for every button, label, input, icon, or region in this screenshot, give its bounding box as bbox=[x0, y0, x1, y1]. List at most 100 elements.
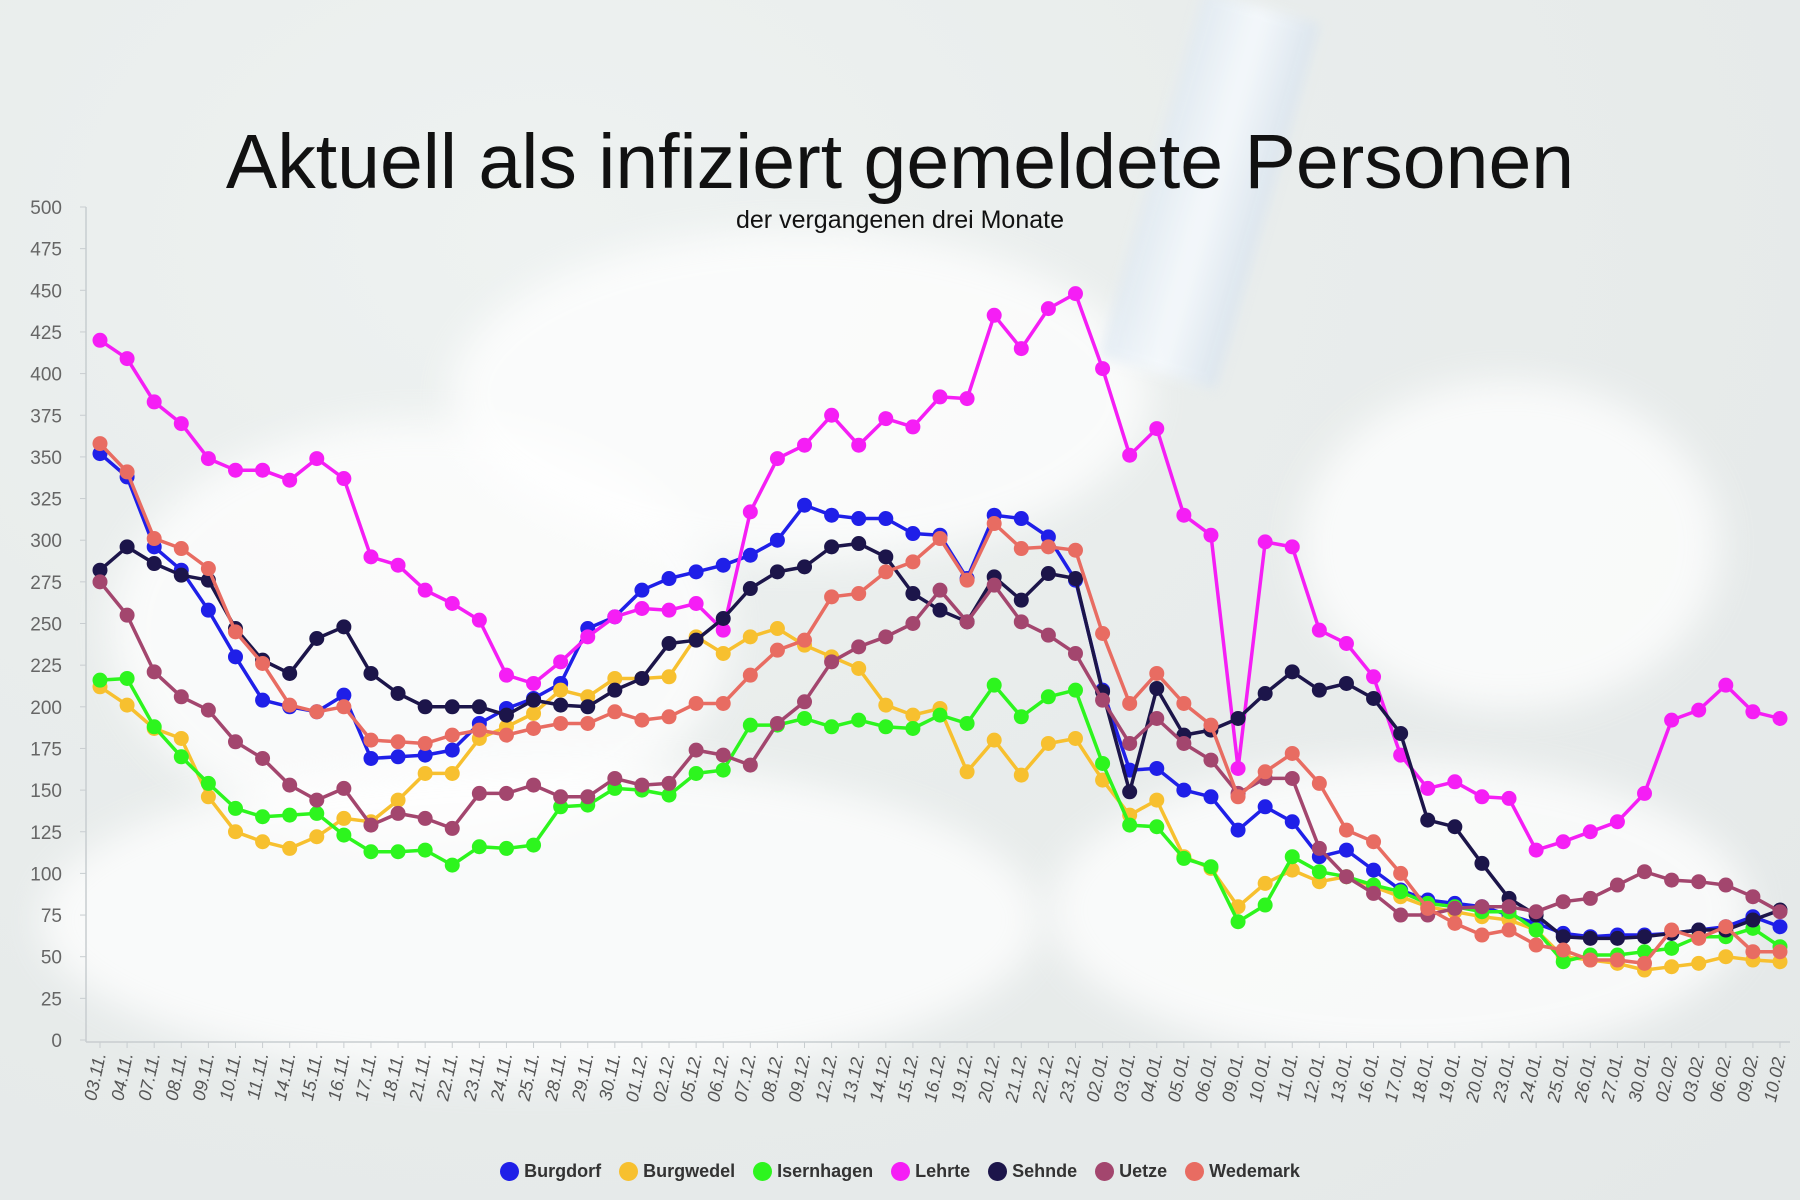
data-point bbox=[200, 602, 216, 618]
data-point bbox=[580, 715, 596, 731]
data-point bbox=[200, 775, 216, 791]
data-point bbox=[282, 697, 298, 713]
data-point bbox=[742, 629, 758, 645]
data-point bbox=[92, 574, 108, 590]
data-point bbox=[255, 692, 271, 708]
data-point bbox=[1095, 772, 1111, 788]
data-point bbox=[282, 807, 298, 823]
legend-marker bbox=[619, 1162, 639, 1181]
legend-label: Wedemark bbox=[1209, 1161, 1300, 1181]
data-point bbox=[634, 712, 650, 728]
data-point bbox=[959, 764, 975, 780]
data-point bbox=[498, 840, 514, 856]
data-point bbox=[1555, 929, 1571, 945]
x-tick-label: 10.02. bbox=[1760, 1051, 1790, 1104]
legend-item-uetze: Uetze bbox=[1095, 1161, 1167, 1182]
data-point bbox=[200, 789, 216, 805]
data-point bbox=[878, 697, 894, 713]
data-point bbox=[932, 389, 948, 405]
data-point bbox=[1366, 885, 1382, 901]
data-point bbox=[1338, 869, 1354, 885]
data-point bbox=[1637, 929, 1653, 945]
x-tick-label: 03.01. bbox=[1110, 1051, 1140, 1104]
x-tick-label: 30.01. bbox=[1624, 1051, 1654, 1104]
data-point bbox=[417, 699, 433, 715]
data-point bbox=[797, 559, 813, 575]
data-point bbox=[1311, 622, 1327, 638]
data-point bbox=[1067, 682, 1083, 698]
legend-item-lehrte: Lehrte bbox=[891, 1161, 970, 1182]
data-point bbox=[1691, 702, 1707, 718]
data-point bbox=[1718, 877, 1734, 893]
data-point bbox=[824, 719, 840, 735]
x-tick-label: 03.02. bbox=[1679, 1051, 1709, 1104]
data-point bbox=[1528, 904, 1544, 920]
data-point bbox=[173, 730, 189, 746]
y-tick-label: 75 bbox=[41, 906, 62, 927]
data-point bbox=[363, 817, 379, 833]
data-point bbox=[282, 777, 298, 793]
x-tick-label: 08.11. bbox=[162, 1051, 192, 1103]
data-point bbox=[1420, 812, 1436, 828]
data-point bbox=[1203, 752, 1219, 768]
data-point bbox=[146, 394, 162, 410]
y-tick-label: 275 bbox=[30, 573, 62, 594]
data-point bbox=[1013, 709, 1029, 725]
data-point bbox=[417, 842, 433, 858]
x-tick-label: 02.01. bbox=[1083, 1051, 1113, 1104]
data-point bbox=[363, 750, 379, 766]
x-tick-label: 10.01. bbox=[1245, 1051, 1275, 1104]
data-point bbox=[1420, 780, 1436, 796]
data-point bbox=[1230, 760, 1246, 776]
data-point bbox=[1013, 614, 1029, 630]
x-tick-label: 24.11. bbox=[486, 1051, 516, 1104]
data-point bbox=[1067, 542, 1083, 558]
data-point bbox=[1528, 937, 1544, 953]
data-point bbox=[1338, 675, 1354, 691]
data-point bbox=[1149, 710, 1165, 726]
data-point bbox=[1122, 784, 1138, 800]
x-tick-label: 16.01. bbox=[1353, 1051, 1383, 1104]
data-point bbox=[742, 757, 758, 773]
data-point bbox=[1284, 814, 1300, 830]
y-tick-label: 150 bbox=[30, 781, 62, 802]
data-point bbox=[1203, 789, 1219, 805]
data-point bbox=[553, 682, 569, 698]
data-point bbox=[1284, 849, 1300, 865]
data-point bbox=[1637, 785, 1653, 801]
data-point bbox=[1637, 944, 1653, 960]
data-point bbox=[1149, 760, 1165, 776]
data-point bbox=[390, 749, 406, 765]
data-point bbox=[1122, 817, 1138, 833]
x-tick-label: 06.01. bbox=[1191, 1051, 1221, 1104]
data-point bbox=[255, 462, 271, 478]
data-point bbox=[526, 675, 542, 691]
data-point bbox=[553, 715, 569, 731]
data-point bbox=[1745, 704, 1761, 720]
data-point bbox=[1067, 645, 1083, 661]
data-point bbox=[1095, 625, 1111, 641]
chart-lines bbox=[92, 286, 1788, 978]
data-point bbox=[905, 554, 921, 570]
data-point bbox=[119, 464, 135, 480]
data-point bbox=[1447, 819, 1463, 835]
data-point bbox=[769, 564, 785, 580]
legend-marker bbox=[1095, 1162, 1115, 1181]
data-point bbox=[471, 785, 487, 801]
data-point bbox=[661, 787, 677, 803]
data-point bbox=[1501, 790, 1517, 806]
x-tick-label: 29.11. bbox=[568, 1051, 598, 1104]
data-point bbox=[390, 734, 406, 750]
x-tick-label: 09.01. bbox=[1218, 1051, 1248, 1104]
y-tick-label: 225 bbox=[30, 656, 62, 677]
data-point bbox=[92, 436, 108, 452]
x-tick-label: 25.11. bbox=[514, 1051, 544, 1104]
data-point bbox=[1637, 864, 1653, 880]
series-uetze bbox=[92, 574, 1788, 923]
data-point bbox=[1013, 592, 1029, 608]
data-point bbox=[1745, 889, 1761, 905]
data-point bbox=[173, 567, 189, 583]
data-point bbox=[309, 829, 325, 845]
data-point bbox=[471, 699, 487, 715]
data-point bbox=[986, 516, 1002, 532]
